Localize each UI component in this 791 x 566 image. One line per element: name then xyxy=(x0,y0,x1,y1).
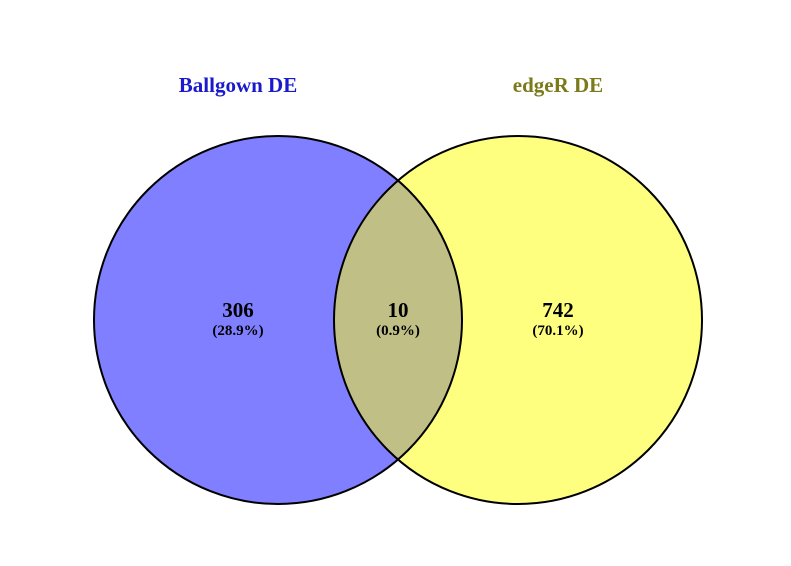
intersection-region xyxy=(334,136,462,504)
intersection-percent: (0.9%) xyxy=(376,323,420,339)
right-set-title: edgeR DE xyxy=(513,73,603,97)
left-set-title: Ballgown DE xyxy=(179,73,297,97)
right-set-outline xyxy=(333,135,703,505)
intersection-count: 10 xyxy=(388,298,409,322)
right-only-count: 742 xyxy=(542,298,574,322)
left-only-percent: (28.9%) xyxy=(212,323,263,339)
left-only-count: 306 xyxy=(222,298,254,322)
right-only-percent: (70.1%) xyxy=(532,323,583,339)
left-set-outline xyxy=(93,135,463,505)
